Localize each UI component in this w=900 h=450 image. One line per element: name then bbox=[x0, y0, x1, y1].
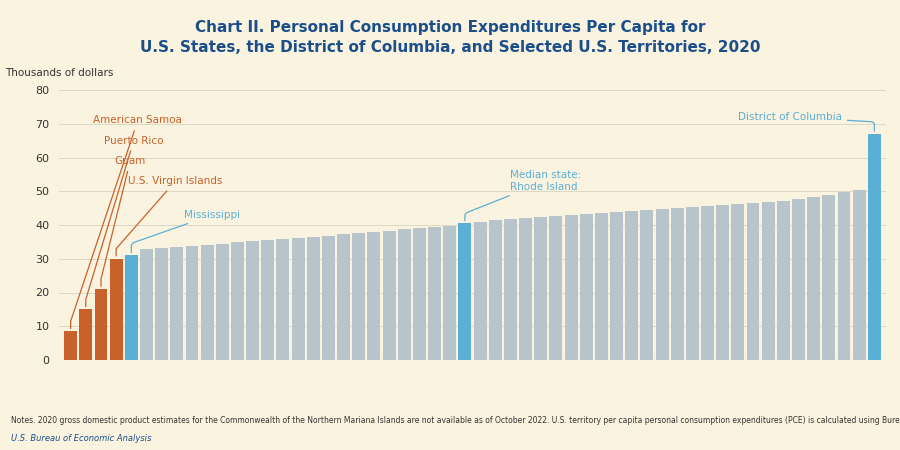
Bar bbox=[670, 208, 684, 360]
Bar bbox=[701, 206, 714, 360]
Text: U.S. Bureau of Economic Analysis: U.S. Bureau of Economic Analysis bbox=[11, 434, 151, 443]
Bar bbox=[79, 310, 92, 360]
Bar bbox=[261, 240, 274, 360]
Bar bbox=[747, 202, 760, 360]
Bar bbox=[185, 246, 198, 360]
Bar bbox=[519, 218, 532, 360]
Bar bbox=[444, 226, 456, 360]
Bar bbox=[94, 289, 107, 360]
Bar bbox=[155, 248, 168, 360]
Bar bbox=[777, 201, 790, 360]
Bar bbox=[413, 229, 426, 360]
Bar bbox=[580, 214, 593, 360]
Bar bbox=[716, 205, 729, 360]
Text: Thousands of dollars: Thousands of dollars bbox=[4, 68, 113, 78]
Bar bbox=[564, 215, 578, 360]
Text: District of Columbia: District of Columbia bbox=[738, 112, 875, 131]
Bar bbox=[792, 199, 805, 360]
Bar bbox=[473, 222, 487, 360]
Text: Puerto Rico: Puerto Rico bbox=[86, 135, 164, 306]
Bar bbox=[352, 233, 365, 360]
Text: U.S. Virgin Islands: U.S. Virgin Islands bbox=[116, 176, 222, 256]
Text: American Samoa: American Samoa bbox=[70, 115, 183, 328]
Bar bbox=[382, 231, 395, 360]
Bar bbox=[838, 192, 850, 360]
Bar bbox=[823, 194, 835, 360]
Bar bbox=[550, 216, 562, 360]
Bar bbox=[868, 134, 881, 360]
Bar bbox=[761, 202, 775, 360]
Text: Chart II. Personal Consumption Expenditures Per Capita for
U.S. States, the Dist: Chart II. Personal Consumption Expenditu… bbox=[140, 20, 760, 55]
Bar bbox=[247, 241, 259, 360]
Bar bbox=[610, 212, 623, 360]
Text: Guam: Guam bbox=[101, 156, 146, 286]
Bar bbox=[231, 242, 244, 360]
Bar bbox=[398, 230, 410, 360]
Bar bbox=[276, 239, 290, 360]
Bar bbox=[489, 220, 501, 360]
Text: Median state:
Rhode Island: Median state: Rhode Island bbox=[465, 170, 581, 220]
Bar bbox=[686, 207, 698, 360]
Bar bbox=[64, 331, 77, 360]
Text: Notes. 2020 gross domestic product estimates for the Commonwealth of the Norther: Notes. 2020 gross domestic product estim… bbox=[11, 416, 900, 425]
Bar bbox=[626, 211, 638, 360]
Bar bbox=[535, 217, 547, 360]
Bar bbox=[140, 249, 153, 360]
Bar bbox=[853, 189, 866, 360]
Bar bbox=[595, 213, 608, 360]
Bar bbox=[307, 237, 320, 360]
Bar bbox=[807, 197, 820, 360]
Bar bbox=[428, 227, 441, 360]
Bar bbox=[504, 219, 517, 360]
Bar bbox=[732, 204, 744, 360]
Bar bbox=[170, 247, 184, 360]
Bar bbox=[458, 223, 472, 360]
Bar bbox=[292, 238, 304, 360]
Bar bbox=[338, 234, 350, 360]
Bar bbox=[367, 232, 381, 360]
Bar bbox=[322, 236, 335, 360]
Bar bbox=[125, 256, 138, 360]
Bar bbox=[655, 209, 669, 360]
Bar bbox=[110, 259, 122, 360]
Bar bbox=[201, 245, 213, 360]
Bar bbox=[216, 243, 229, 360]
Text: Mississippi: Mississippi bbox=[131, 210, 240, 252]
Bar bbox=[641, 210, 653, 360]
